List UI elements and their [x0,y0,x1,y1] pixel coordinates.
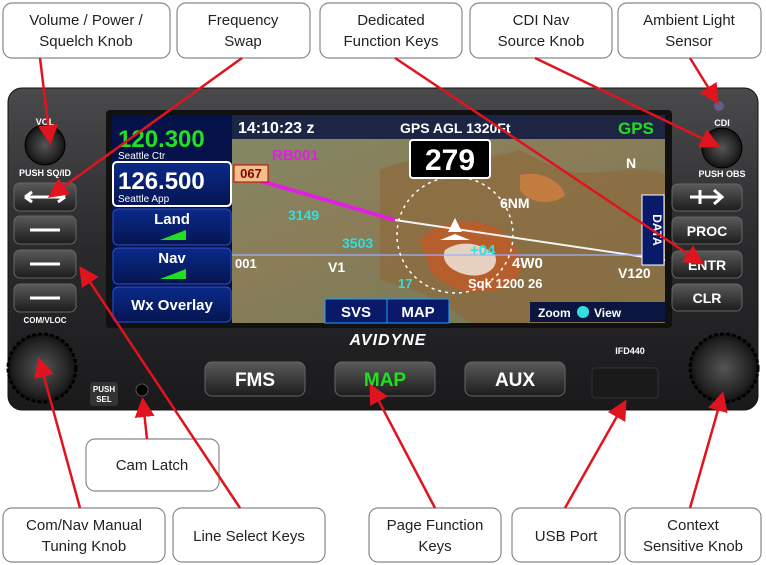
callout-text: Swap [224,33,262,50]
page-key-label: AUX [495,370,535,391]
view: View [594,306,622,320]
knob-label: PUSH OBS [698,169,745,179]
map-label: 6NM [500,195,530,211]
callout-text: Ambient Light [643,12,736,29]
light-sensor [714,101,724,111]
key-label: SEL [96,395,112,404]
gps: GPS [618,119,654,138]
callout-text: Keys [418,538,451,555]
standby-name: Seattle App [118,194,170,205]
volume-knob[interactable] [25,125,65,165]
brand: AVIDYNE [349,332,427,349]
knob-label: CDI [714,118,730,128]
knob-icon [577,306,589,318]
callout-text: Com/Nav Manual [26,517,142,534]
callout-text: CDI Nav [513,12,570,29]
time: 14:10:23 z [238,120,315,137]
active-name: Seattle Ctr [118,151,166,162]
cdi-knob[interactable] [702,128,742,168]
tab-label: SVS [341,304,371,321]
callout-text: Sensor [665,33,713,50]
callout-text: Source Knob [498,33,585,50]
callout-text: Frequency [208,12,279,29]
agl: GPS AGL 1320Ft [400,120,511,136]
line-key-label: Wx Overlay [131,297,213,314]
map-label: V120 [618,265,651,281]
map-label: V1 [328,259,345,275]
page-key-label: MAP [364,370,407,391]
map-label: 001 [235,256,257,271]
zoom: Zoom [538,306,571,320]
usb-port [592,368,658,398]
callout-text: Line Select Keys [193,528,305,545]
map-label: Sqk 1200 26 [468,276,542,291]
page-key-label: FMS [235,370,275,391]
standby-freq: 126.500 [118,168,205,195]
map-label: 4W0 [512,255,543,272]
callout-text: Tuning Knob [42,538,127,555]
context-knob[interactable] [690,334,758,402]
knob-label: VOL [36,117,55,127]
callout-text: Dedicated [357,12,425,29]
key-label: PROC [687,223,727,239]
heading: 279 [425,144,475,177]
tab-label: MAP [401,304,434,321]
knob-label: PUSH SQ/ID [19,168,72,178]
callout-text: Context [667,517,720,534]
line-key-label: Nav [158,250,186,267]
callout-text: Squelch Knob [39,33,132,50]
key-label: ENTR [688,257,726,273]
model: IFD440 [615,346,645,356]
map-label: +04 [470,242,496,259]
map-label: N [626,155,636,171]
callout-text: Function Keys [343,33,438,50]
arrow [690,396,722,508]
waypoint: RB001 [272,147,319,164]
callout-text: Sensitive Knob [643,538,743,555]
arrow [565,404,624,508]
callout-text: Volume / Power / [29,12,143,29]
diagram: 120.300 Seattle Ctr 126.500 Seattle App … [0,0,766,565]
key-label: CLR [693,290,722,306]
callout-text: Cam Latch [116,457,189,474]
callout-text: Page Function [387,517,484,534]
cam-latch [136,384,148,396]
map-label: 3503 [342,235,373,251]
callout-text: USB Port [535,528,598,545]
line-key-label: Land [154,211,190,228]
course: 067 [240,166,262,181]
key-label: COM/VLOC [23,316,66,325]
map-label: 17 [398,276,412,291]
device: 120.300 Seattle Ctr 126.500 Seattle App … [8,88,758,410]
map-label: 3149 [288,207,319,223]
key-label: PUSH [93,385,115,394]
